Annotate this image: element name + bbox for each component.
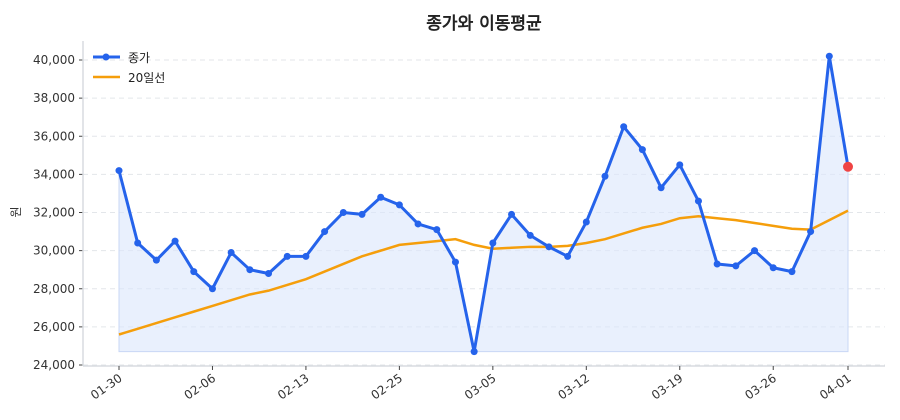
close-marker [582,218,590,226]
close-area-fill [118,56,849,353]
close-marker [152,256,160,264]
chart-title: 종가와 이동평균 [426,14,542,34]
x-tick-label: 03-19 [649,371,686,402]
x-tick-label: 02-25 [369,371,406,402]
y-tick-label: 30,000 [33,244,75,258]
close-marker [171,237,179,245]
x-tick-label: 02-13 [275,371,312,402]
y-tick-label: 24,000 [33,358,75,372]
close-line [117,54,850,354]
y-tick-label: 40,000 [33,53,75,67]
close-marker [414,220,422,228]
legend: 종가 20일선 [93,51,165,85]
close-marker [283,252,291,260]
y-tick-label: 28,000 [33,282,75,296]
x-tick-label: 03-12 [555,371,592,402]
close-marker [601,172,609,180]
x-tick-label: 01-30 [88,371,125,402]
close-marker [489,239,497,247]
ma20-line [118,209,849,336]
close-marker [190,268,198,276]
close-marker [657,184,665,192]
close-marker [451,258,459,266]
close-marker [508,210,516,218]
x-tick-label: 02-06 [182,371,219,402]
close-marker [713,260,721,268]
close-marker [825,52,833,60]
close-marker [377,193,385,201]
close-marker [676,161,684,169]
close-marker [545,243,553,251]
close-marker [246,266,254,274]
legend-close-marker [102,53,110,61]
x-tick-label: 03-26 [742,371,779,402]
legend-ma20-label: 20일선 [128,71,165,85]
close-marker [339,209,347,216]
close-marker [358,210,366,218]
close-marker [395,201,403,209]
y-tick-label: 32,000 [33,206,75,220]
close-marker [134,239,142,247]
close-marker [227,249,235,257]
x-tick-label: 04-01 [817,371,854,402]
close-marker [470,348,478,356]
close-marker [807,228,815,236]
y-tick-label: 34,000 [33,167,75,181]
close-marker [321,228,329,236]
close-marker [302,252,310,260]
close-marker [115,167,123,175]
close-marker [769,264,777,272]
last-close-marker [843,161,853,172]
close-marker [526,231,534,239]
close-marker [208,285,216,293]
y-axis-label: 원 [9,206,23,217]
close-marker [732,262,740,270]
x-tick-label: 03-05 [462,371,499,402]
close-marker [265,270,273,277]
close-marker [620,123,628,131]
y-tick-label: 36,000 [33,129,75,143]
close-marker [433,226,441,234]
close-marker [564,252,572,260]
close-marker [788,268,796,276]
y-tick-label: 26,000 [33,320,75,334]
y-tick-label: 38,000 [33,91,75,105]
close-marker [638,146,646,154]
legend-close-label: 종가 [128,51,150,65]
close-marker [751,247,759,255]
close-marker [694,197,702,205]
